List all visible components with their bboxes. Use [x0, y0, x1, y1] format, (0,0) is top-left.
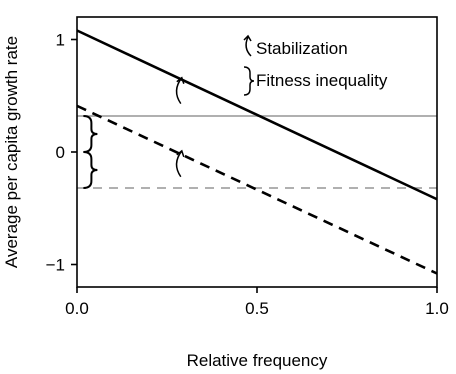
- x-tick-label: 0.0: [65, 299, 89, 318]
- y-tick-label: 0: [56, 143, 65, 162]
- stabilization-legend-icon: [245, 36, 252, 57]
- y-axis-label: Average per capita growth rate: [2, 36, 21, 268]
- series-line-dashed-black: [77, 104, 437, 275]
- y-tick-label: −1: [46, 256, 65, 275]
- stabilization-legend-arrowhead: [243, 34, 252, 42]
- fitness-inequality-bracket: [83, 151, 98, 189]
- stabilization-arrowhead: [176, 149, 185, 158]
- x-tick-label: 1.0: [425, 299, 449, 318]
- y-tick-label: 1: [56, 31, 65, 50]
- x-axis-label: Relative frequency: [187, 351, 328, 370]
- legend: Stabilization Fitness inequality: [243, 34, 388, 96]
- series-line-solid-black: [77, 29, 437, 201]
- x-tick-label: 0.5: [245, 299, 269, 318]
- legend-stabilization-label: Stabilization: [256, 39, 348, 58]
- fitness-inequality-bracket: [83, 115, 98, 153]
- legend-fitness-inequality-label: Fitness inequality: [256, 71, 388, 90]
- stabilization-arrowhead: [176, 76, 185, 84]
- stabilization-arrow: [175, 150, 183, 178]
- fitness-inequality-legend-icon: [243, 66, 255, 96]
- stabilization-arrow: [175, 77, 183, 105]
